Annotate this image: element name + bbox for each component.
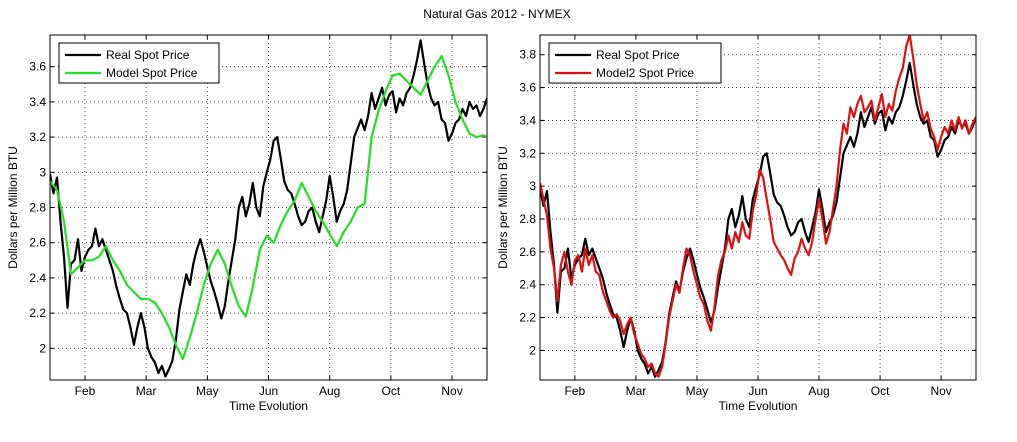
- series-line-model: [540, 35, 976, 378]
- x-tick-label: Aug: [808, 384, 829, 398]
- y-tick-label: 3: [39, 165, 46, 179]
- y-tick-label: 3.4: [519, 113, 536, 127]
- y-tick-label: 2.2: [519, 311, 536, 325]
- x-tick-label: Aug: [319, 384, 340, 398]
- y-tick-label: 2: [529, 343, 536, 357]
- y-tick-label: 2.6: [29, 236, 46, 250]
- x-tick-label: Jun: [259, 384, 278, 398]
- y-tick-label: 3.4: [29, 95, 46, 109]
- y-axis-label: Dollars per Million BTU: [496, 146, 510, 269]
- y-tick-label: 3.2: [29, 130, 46, 144]
- x-tick-label: Nov: [441, 384, 462, 398]
- legend-label: Real Spot Price: [596, 48, 680, 62]
- x-tick-label: Jun: [748, 384, 767, 398]
- legend-label: Model2 Spot Price: [596, 66, 694, 80]
- x-tick-label: Oct: [871, 384, 890, 398]
- y-tick-label: 2.6: [519, 245, 536, 259]
- y-tick-label: 3: [529, 179, 536, 193]
- axes-frame: [49, 34, 488, 381]
- y-tick-label: 3.8: [519, 48, 536, 62]
- x-tick-label: Feb: [565, 384, 586, 398]
- x-tick-label: May: [196, 384, 219, 398]
- y-axis-label: Dollars per Million BTU: [6, 146, 20, 269]
- x-tick-label: Feb: [75, 384, 96, 398]
- right-chart: 2 2.2 2.4 2.6 2.8 3 3.2 3.4 3.6 3.8 Feb Mar May Jun Au…: [496, 34, 977, 413]
- x-tick-label: Mar: [136, 384, 157, 398]
- y-tick-label: 2.2: [29, 306, 46, 320]
- x-tick-label: Mar: [626, 384, 647, 398]
- figure-title: Natural Gas 2012 - NYMEX: [423, 7, 570, 21]
- left-chart: 2 2.2 2.4 2.6 2.8 3 3.2 3.4 3.6 Feb Mar May Jun Aug Oc…: [6, 34, 488, 413]
- legend-label: Real Spot Price: [106, 48, 190, 62]
- y-tick-label: 2: [39, 341, 46, 355]
- legend-box: [58, 42, 220, 84]
- y-tick-label: 2.4: [519, 278, 536, 292]
- legend-box: [548, 42, 722, 84]
- y-tick-label: 3.2: [519, 146, 536, 160]
- series-line-real: [50, 39, 487, 378]
- y-tick-label: 2.4: [29, 271, 46, 285]
- y-tick-label: 3.6: [29, 60, 46, 74]
- x-tick-label: Oct: [382, 384, 401, 398]
- y-tick-label: 3.6: [519, 81, 536, 95]
- axes-frame: [539, 34, 977, 381]
- x-axis-label: Time Evolution: [719, 399, 798, 413]
- series-line-model: [50, 55, 487, 360]
- legend-label: Model Spot Price: [106, 66, 198, 80]
- x-axis-label: Time Evolution: [229, 399, 308, 413]
- y-tick-label: 2.8: [519, 212, 536, 226]
- y-tick-label: 2.8: [29, 201, 46, 215]
- x-tick-label: Nov: [930, 384, 951, 398]
- x-tick-label: May: [686, 384, 709, 398]
